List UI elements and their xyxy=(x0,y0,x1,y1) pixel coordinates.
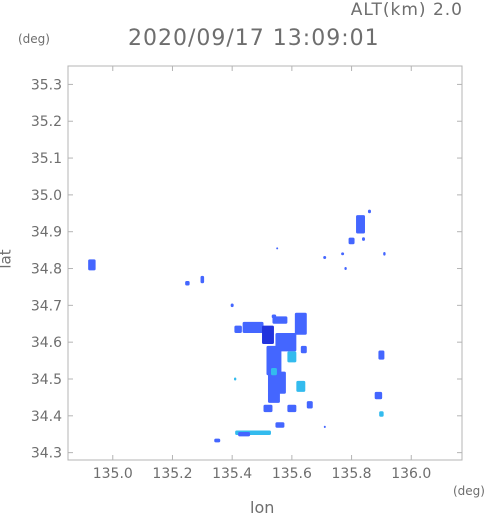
echo-cell xyxy=(270,367,277,376)
x-tick-label: 135.6 xyxy=(272,466,312,482)
echo-cell xyxy=(200,275,205,284)
echo-cell xyxy=(367,209,371,214)
y-tick-label: 34.7 xyxy=(31,298,62,314)
y-tick-label: 35.2 xyxy=(31,114,62,130)
y-tick-label: 34.6 xyxy=(31,335,62,351)
echo-cell xyxy=(267,371,286,394)
echo-cell xyxy=(383,251,386,256)
echo-cell xyxy=(262,325,274,345)
echo-cell xyxy=(185,281,190,286)
echo-cell xyxy=(242,321,264,333)
x-tick-label: 135.0 xyxy=(93,466,133,482)
y-tick-label: 35.1 xyxy=(31,151,62,167)
echo-cell xyxy=(88,259,96,271)
chart-title-timestamp: 2020/09/17 13:09:01 xyxy=(128,26,380,51)
echo-cell xyxy=(266,345,282,376)
x-tick-label: 136.0 xyxy=(391,466,431,482)
echo-cell xyxy=(300,345,307,354)
echo-cell xyxy=(356,215,365,234)
x-tick-label: 135.8 xyxy=(332,466,372,482)
echo-cell xyxy=(294,312,307,335)
echo-cell xyxy=(238,432,251,437)
y-tick-label: 34.3 xyxy=(31,446,62,462)
plot-frame xyxy=(67,65,463,461)
echo-cell xyxy=(378,350,385,360)
y-tick-label: 35.3 xyxy=(31,77,62,93)
x-tick-label: 135.4 xyxy=(212,466,252,482)
altitude-label: ALT(km) 2.0 xyxy=(350,0,463,20)
echo-cell xyxy=(362,237,365,241)
x-axis-unit: (deg) xyxy=(453,484,485,498)
echo-cell xyxy=(267,391,280,403)
echo-cell xyxy=(271,314,277,319)
echo-cell xyxy=(287,351,297,363)
y-axis-unit: (deg) xyxy=(18,32,50,46)
echo-cell xyxy=(374,391,383,400)
echo-cell xyxy=(344,267,347,270)
echo-cell xyxy=(379,411,384,417)
y-tick-label: 34.9 xyxy=(31,225,62,241)
echo-cell xyxy=(323,425,326,428)
echo-cell xyxy=(233,377,237,381)
y-axis-label: lat xyxy=(0,249,15,269)
y-tick-label: 34.4 xyxy=(31,409,62,425)
echo-cell xyxy=(296,380,306,392)
echo-cell xyxy=(275,422,285,428)
x-axis-label: lon xyxy=(250,498,275,517)
echo-cell xyxy=(263,404,273,413)
echo-cell xyxy=(276,247,279,250)
echo-cell xyxy=(234,325,242,333)
echo-cell xyxy=(341,252,345,256)
echo-cell xyxy=(275,332,297,352)
echo-cell xyxy=(348,237,355,245)
echo-cell xyxy=(214,438,221,443)
echo-cell xyxy=(230,303,234,308)
echo-cell xyxy=(323,256,327,259)
y-tick-label: 35.0 xyxy=(31,188,62,204)
echo-cell xyxy=(306,401,313,409)
x-tick-label: 135.2 xyxy=(152,466,192,482)
y-tick-label: 34.5 xyxy=(31,372,62,388)
y-tick-label: 34.8 xyxy=(31,262,62,278)
echo-cell xyxy=(287,404,297,413)
echo-cell xyxy=(272,316,288,324)
